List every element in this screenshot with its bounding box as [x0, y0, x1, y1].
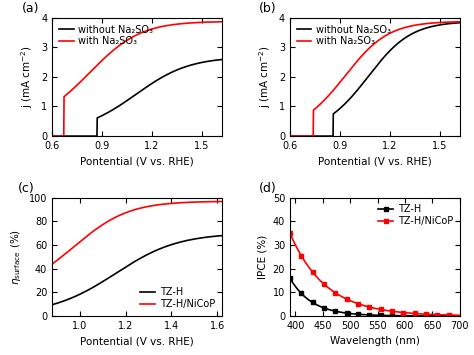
- Text: (b): (b): [259, 2, 277, 15]
- Y-axis label: j (mA cm$^{-2}$): j (mA cm$^{-2}$): [20, 45, 36, 108]
- Y-axis label: j (mA cm$^{-2}$): j (mA cm$^{-2}$): [257, 45, 273, 108]
- Legend: without Na₂SO₃, with Na₂SO₃: without Na₂SO₃, with Na₂SO₃: [57, 23, 155, 48]
- Text: (c): (c): [18, 182, 35, 195]
- Legend: without Na₂SO₃, with Na₂SO₃: without Na₂SO₃, with Na₂SO₃: [295, 23, 393, 48]
- Text: (d): (d): [259, 182, 277, 195]
- Legend: TZ-H, TZ-H/NiCoP: TZ-H, TZ-H/NiCoP: [376, 202, 455, 228]
- X-axis label: Pontential (V vs. RHE): Pontential (V vs. RHE): [318, 157, 432, 166]
- Y-axis label: IPCE (%): IPCE (%): [257, 235, 267, 279]
- X-axis label: Pontential (V vs. RHE): Pontential (V vs. RHE): [80, 157, 194, 166]
- X-axis label: Wavelength (nm): Wavelength (nm): [330, 337, 420, 346]
- Text: (a): (a): [21, 2, 39, 15]
- Legend: TZ-H, TZ-H/NiCoP: TZ-H, TZ-H/NiCoP: [138, 285, 217, 311]
- Y-axis label: $\eta_{\rm surface}$ (%): $\eta_{\rm surface}$ (%): [9, 229, 23, 285]
- X-axis label: Pontential (V vs. RHE): Pontential (V vs. RHE): [80, 337, 194, 346]
